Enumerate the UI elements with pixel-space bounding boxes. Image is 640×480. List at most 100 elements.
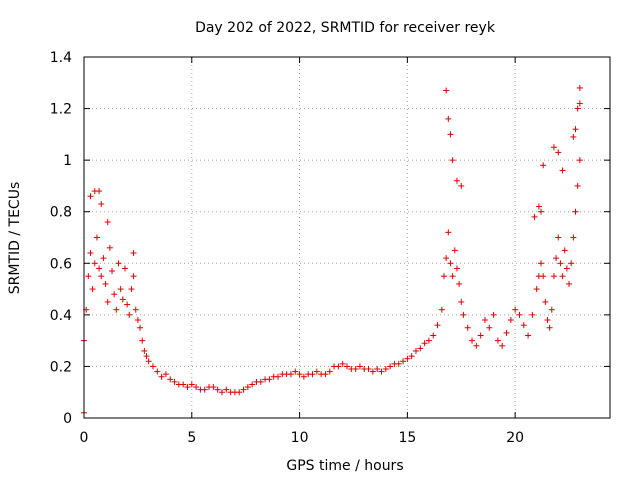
- data-point: [91, 260, 98, 267]
- data-point: [96, 265, 103, 272]
- data-point: [516, 311, 523, 318]
- data-point: [102, 280, 109, 287]
- data-point: [119, 296, 126, 303]
- data-point: [469, 337, 476, 344]
- data-point: [574, 105, 581, 112]
- data-point: [568, 260, 575, 267]
- data-point: [130, 249, 137, 256]
- data-point: [128, 286, 135, 293]
- data-point: [447, 131, 454, 138]
- data-point: [266, 376, 273, 383]
- data-point: [218, 389, 225, 396]
- data-point: [535, 203, 542, 210]
- data-point: [214, 386, 221, 393]
- data-point: [96, 188, 103, 195]
- y-tick-label: 1.4: [50, 50, 72, 66]
- y-axis-label: SRMTID / TECUs: [7, 182, 23, 295]
- data-point: [445, 229, 452, 236]
- x-axis-label: GPS time / hours: [286, 458, 403, 474]
- data-point: [309, 371, 316, 378]
- data-point: [322, 371, 329, 378]
- ticks-layer: 0 5 10 15 20 0 0.2 0.4 0.6 0.8 1 1.2 1.4: [50, 50, 610, 446]
- data-point: [544, 317, 551, 324]
- x-tick-label: 5: [187, 430, 196, 446]
- y-tick-label: 1: [63, 153, 72, 169]
- data-point: [499, 342, 506, 349]
- data-point: [561, 247, 568, 254]
- data-point: [339, 360, 346, 367]
- data-point: [445, 115, 452, 122]
- data-point: [512, 306, 519, 313]
- data-point: [486, 324, 493, 331]
- data-point: [344, 363, 350, 370]
- data-point: [85, 273, 92, 280]
- data-point: [244, 384, 251, 391]
- x-tick-label: 20: [506, 430, 524, 446]
- data-point: [555, 149, 562, 156]
- y-tick-label: 0.2: [50, 359, 72, 375]
- data-point: [494, 337, 501, 344]
- data-point: [115, 260, 122, 267]
- data-point: [520, 322, 527, 329]
- data-point: [300, 373, 307, 380]
- y-tick-label: 0.6: [50, 256, 72, 272]
- data-point: [550, 273, 557, 280]
- data-point: [449, 157, 456, 164]
- data-point: [223, 386, 230, 393]
- data-point: [566, 280, 573, 287]
- plot-frame: [83, 56, 611, 419]
- data-point: [145, 358, 152, 365]
- data-point: [382, 366, 389, 373]
- data-point: [542, 298, 549, 305]
- data-point: [456, 280, 463, 287]
- data-point: [275, 373, 282, 380]
- x-tick-label: 0: [80, 430, 89, 446]
- data-point: [570, 234, 577, 241]
- y-tick-label: 0: [63, 411, 72, 427]
- data-point: [477, 332, 484, 339]
- data-point: [572, 208, 579, 215]
- data-point: [117, 286, 124, 293]
- data-point: [400, 358, 407, 365]
- data-point: [441, 273, 448, 280]
- data-point: [458, 298, 465, 305]
- data-point: [576, 84, 583, 91]
- data-point: [378, 368, 385, 375]
- data-point: [417, 345, 424, 352]
- data-point: [555, 234, 562, 241]
- data-point: [570, 133, 577, 140]
- x-tick-label: 10: [291, 430, 309, 446]
- data-point: [557, 260, 564, 267]
- data-point: [100, 255, 107, 262]
- data-point: [141, 347, 148, 354]
- data-point: [447, 260, 454, 267]
- chart-title: Day 202 of 2022, SRMTID for receiver rey…: [195, 20, 496, 36]
- grid-layer: [84, 57, 610, 418]
- data-point: [89, 286, 96, 293]
- data-point: [257, 378, 264, 385]
- data-point: [538, 260, 545, 267]
- data-point: [408, 353, 415, 360]
- data-point: [453, 177, 460, 184]
- data-point: [109, 268, 116, 275]
- data-point: [240, 386, 247, 393]
- data-point: [387, 363, 394, 370]
- data-point: [193, 384, 200, 391]
- data-point: [184, 384, 191, 391]
- data-point: [548, 306, 555, 313]
- data-point: [503, 329, 510, 336]
- data-point: [113, 306, 120, 313]
- data-point: [563, 265, 570, 272]
- data-point: [546, 324, 553, 331]
- data-point: [111, 291, 118, 298]
- data-point: [121, 265, 128, 272]
- data-point: [529, 311, 536, 318]
- data-point: [130, 273, 137, 280]
- data-point: [576, 157, 583, 164]
- data-point: [458, 182, 465, 189]
- data-point: [576, 100, 583, 107]
- data-point: [421, 340, 428, 347]
- data-point: [538, 208, 545, 215]
